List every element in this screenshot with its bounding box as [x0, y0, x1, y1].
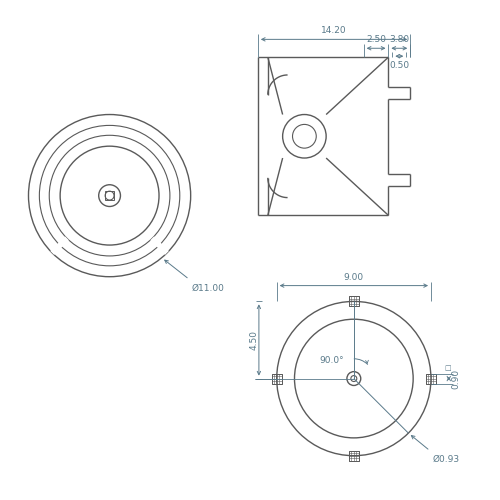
Text: 90.0°: 90.0° — [320, 356, 344, 366]
Bar — [105, 191, 114, 200]
Text: Ø0.93: Ø0.93 — [432, 455, 459, 464]
Bar — [272, 374, 281, 384]
Text: 2.50: 2.50 — [366, 36, 386, 44]
Bar — [349, 296, 359, 306]
Text: □: □ — [444, 364, 451, 370]
Text: Ø11.00: Ø11.00 — [192, 284, 224, 292]
Text: 3.80: 3.80 — [390, 36, 409, 44]
Bar — [426, 374, 436, 384]
Text: 4.50: 4.50 — [250, 330, 258, 350]
Text: 9.00: 9.00 — [344, 272, 364, 281]
Text: 0.90: 0.90 — [451, 368, 460, 388]
Bar — [349, 450, 359, 460]
Text: 14.20: 14.20 — [321, 26, 347, 36]
Text: 0.50: 0.50 — [390, 61, 409, 70]
